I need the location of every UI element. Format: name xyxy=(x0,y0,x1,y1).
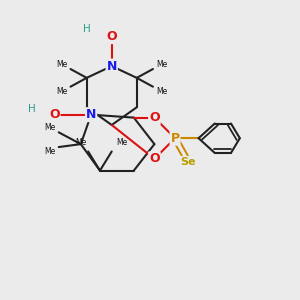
Text: Me: Me xyxy=(56,87,67,96)
Text: Me: Me xyxy=(75,138,86,147)
Text: Se: Se xyxy=(181,157,196,167)
Text: Me: Me xyxy=(156,60,167,69)
Text: Me: Me xyxy=(44,123,56,132)
Text: Me: Me xyxy=(116,138,128,147)
Text: O: O xyxy=(149,111,160,124)
Text: H: H xyxy=(83,24,91,34)
Text: O: O xyxy=(106,30,117,43)
Text: O: O xyxy=(149,152,160,165)
Text: H: H xyxy=(28,104,36,114)
Text: Me: Me xyxy=(156,87,167,96)
Text: O: O xyxy=(49,108,60,121)
Text: Me: Me xyxy=(44,147,56,156)
Text: N: N xyxy=(106,60,117,73)
Text: P: P xyxy=(170,132,180,145)
Text: N: N xyxy=(86,108,96,121)
Text: Me: Me xyxy=(56,60,67,69)
